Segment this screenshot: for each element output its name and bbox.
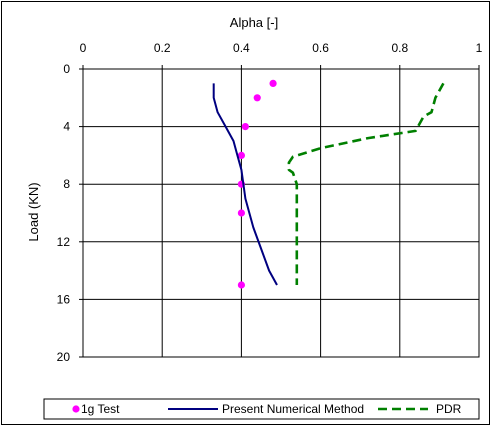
- present-numerical-method-legend-label: Present Numerical Method: [222, 402, 364, 416]
- 1g-test-point: [237, 281, 245, 289]
- y-tick-label: 16: [57, 292, 71, 306]
- x-tick-label: 1: [476, 41, 483, 55]
- plot-border: [82, 68, 480, 358]
- 1g-test-legend-symbol: [72, 405, 80, 413]
- legend-box: [43, 398, 480, 420]
- x-tick-label: 0.6: [312, 41, 329, 55]
- y-axis-title: Load (KN): [26, 182, 41, 241]
- 1g-test-point: [237, 209, 245, 217]
- legend: 1g Test Present Numerical Method PDR: [43, 398, 480, 420]
- pdr-line: [287, 82, 445, 285]
- x-tick-label: 0.2: [154, 41, 171, 55]
- x-tick-label: 0.4: [233, 41, 250, 55]
- plot-area: [83, 69, 479, 357]
- y-tick-label: 0: [63, 62, 70, 76]
- x-axis-title: Alpha [-]: [230, 15, 278, 30]
- gridlines: [83, 69, 479, 357]
- y-tick-label: 20: [57, 350, 71, 364]
- axis-ticks: 0 0.2 0.4 0.6 0.8 1 0 4 8 12 16 20: [57, 41, 483, 364]
- 1g-test-point: [269, 79, 277, 87]
- y-tick-label: 4: [63, 120, 70, 134]
- x-tick-label: 0: [80, 41, 87, 55]
- 1g-test-legend-label: 1g Test: [81, 402, 120, 416]
- 1g-test-point: [237, 151, 245, 159]
- y-tick-label: 8: [63, 177, 70, 191]
- series-layer: [212, 79, 445, 289]
- y-tick-label: 12: [57, 235, 71, 249]
- 1g-test-point: [253, 94, 261, 102]
- x-tick-label: 0.8: [391, 41, 408, 55]
- 1g-test-point: [241, 123, 249, 131]
- present-numerical-method-line: [212, 83, 278, 286]
- pdr-legend-label: PDR: [436, 402, 462, 416]
